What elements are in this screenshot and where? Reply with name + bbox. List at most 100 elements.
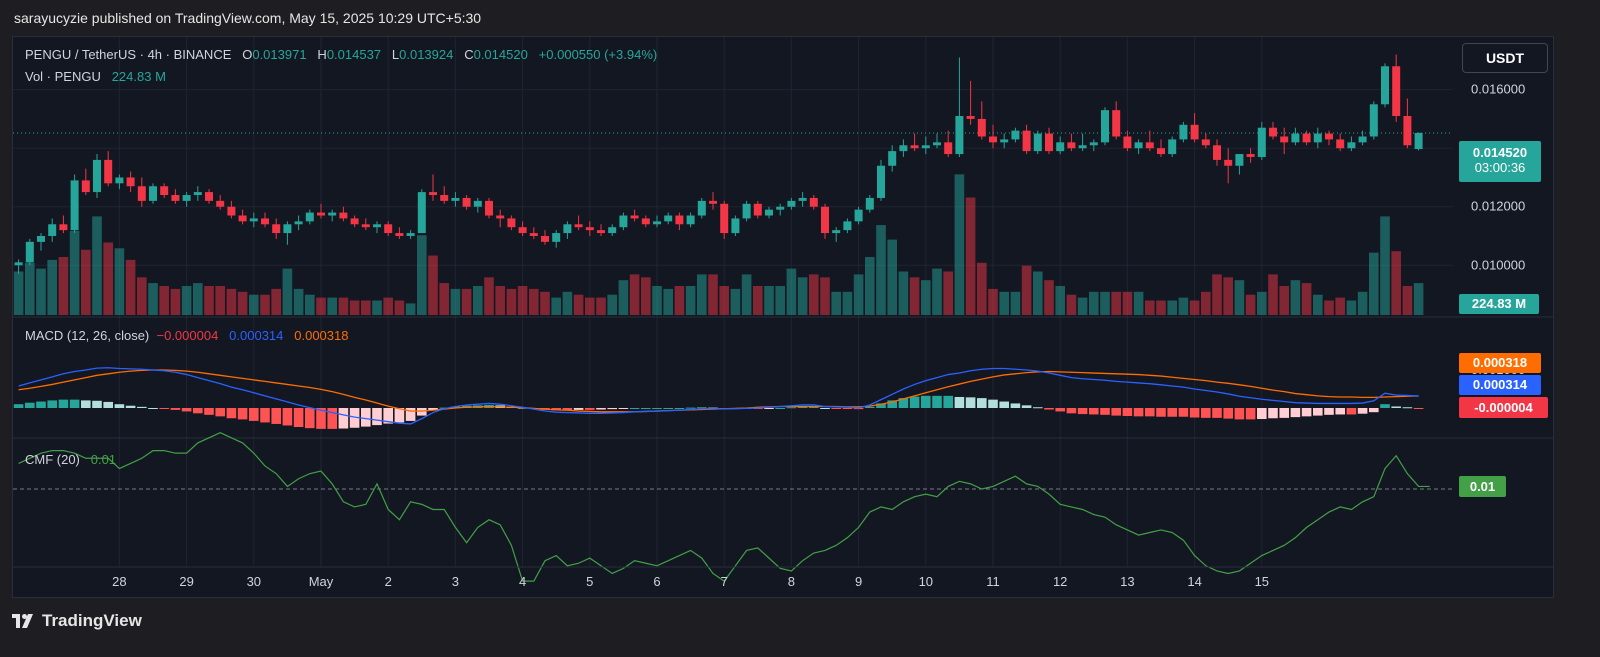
candle-body [1302,133,1311,143]
macd-histogram-bar [551,408,561,411]
candle-body [731,218,740,234]
macd-histogram-bar [764,408,774,409]
macd-histogram-bar [1257,408,1267,420]
candle-body [339,212,348,219]
candle-body [877,165,885,198]
volume-bar [114,248,125,315]
macd-histogram-bar [1201,408,1211,418]
volume-bar [775,286,785,315]
macd-histogram-bar [1391,406,1401,408]
macd-histogram-bar [999,401,1009,408]
volume-bar [1044,280,1054,315]
candle-body [216,200,225,207]
volume-bar [439,283,449,315]
volume-bar [1301,283,1312,315]
chart-canvas[interactable]: 0.0160000.0120000.0100000.001000282930Ma… [13,37,1554,598]
candle-body [1392,66,1401,117]
footer-brand[interactable]: TradingView [12,606,142,636]
volume-bar [405,303,416,315]
macd-histogram-bar [1167,408,1177,417]
candle-body [910,145,919,149]
macd-histogram-bar [909,396,920,408]
macd-histogram-bar [1089,408,1099,415]
candle-body [1224,159,1233,166]
macd-histogram-bar [237,408,248,420]
macd-histogram-bar [58,399,69,408]
candle-body [787,200,796,207]
macd-histogram-bar [663,408,673,409]
candle-body [697,200,706,216]
candle-body [1101,110,1109,143]
candle-body [675,215,684,225]
macd-histogram-bar [1055,408,1065,412]
volume-bar [282,268,293,315]
candle-body [1000,139,1009,143]
volume-bar [1178,297,1189,315]
macd-histogram-bar [372,408,382,426]
candle-body [149,186,157,201]
volume-bar [1021,265,1032,315]
high-value: 0.014537 [326,47,382,62]
volume-bar [81,249,91,315]
macd-histogram-bar [349,408,360,428]
time-axis-label: 28 [112,574,126,589]
volume-bar [417,235,427,315]
cmf-label: CMF (20) [25,452,80,467]
currency-button[interactable]: USDT [1462,43,1548,73]
macd-histogram-bar [831,408,841,409]
volume-bar [495,286,505,315]
candle-body [294,221,303,225]
time-axis-label: 30 [247,574,261,589]
last-price: 0.014520 [1472,145,1528,160]
volume-bar [58,257,69,315]
volume-bar [607,294,617,315]
cmf-legend[interactable]: CMF (20) 0.01 [25,452,116,467]
candle-body [361,224,370,228]
volume-bar [853,274,864,315]
candle-body [1347,142,1356,149]
candle-body [1033,133,1042,152]
symbol-legend: PENGU / TetherUS · 4h · BINANCE O0.01397… [25,47,657,62]
volume-bar [562,291,573,315]
macd-histogram-bar [1380,404,1390,408]
candle-body [664,215,673,222]
macd-histogram-bar [1245,408,1256,420]
candle-body [720,203,729,234]
macd-histogram-bar [125,405,136,408]
macd-histogram-bar [1189,408,1200,418]
macd-histogram-bar [652,408,662,409]
macd-histogram-bar [775,408,785,409]
candle-body [1168,139,1177,155]
candle-body [328,212,337,216]
volume-bar [898,271,909,315]
candle-body [317,212,325,216]
candle-body [1269,127,1277,137]
tradingview-logo-icon [12,614,33,628]
volume-bar [977,262,987,315]
candle-body [384,224,393,234]
chart-frame[interactable]: 0.0160000.0120000.0100000.001000282930Ma… [12,36,1554,598]
candle-body [104,159,113,184]
volume-legend[interactable]: Vol · PENGU 224.83 M [25,69,166,84]
macd-histogram-bar [1335,408,1345,415]
volume-bar [1212,274,1222,315]
candle-body [821,206,829,234]
macd-histogram-bar [69,399,80,408]
candle-body [1235,154,1244,166]
macd-histogram-bar [405,408,416,421]
candle-body [1022,130,1031,152]
macd-histogram-bar [1369,408,1379,413]
macd-legend[interactable]: MACD (12, 26, close) −0.000004 0.000314 … [25,328,348,343]
volume-bar [685,286,696,315]
macd-histogram-bar [450,406,461,408]
candle-body [921,145,930,149]
close-label: C [464,47,474,62]
macd-histogram-bar [1033,407,1043,409]
open-value: 0.013971 [252,47,307,62]
candle-body [1213,145,1221,160]
symbol-pair[interactable]: PENGU / TetherUS · 4h · BINANCE [25,47,232,62]
candle-body [1089,142,1098,146]
macd-histogram-bar [428,408,438,411]
candle-body [1112,110,1121,137]
volume-bar [36,268,46,315]
